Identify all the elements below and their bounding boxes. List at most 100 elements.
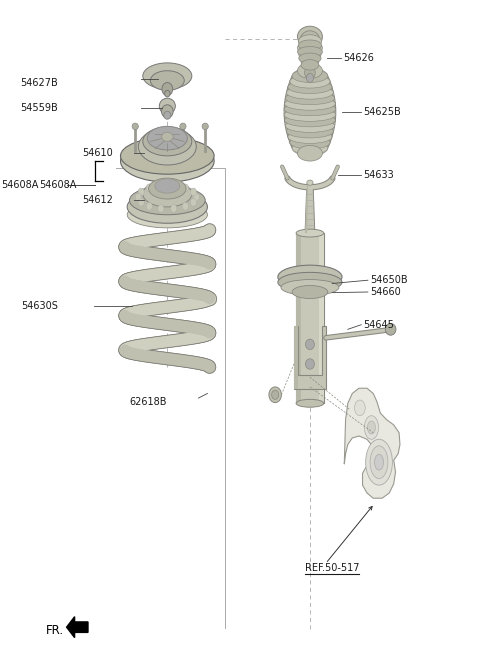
Ellipse shape — [143, 180, 192, 207]
Ellipse shape — [292, 142, 328, 155]
Ellipse shape — [300, 31, 320, 49]
Text: 54645: 54645 — [363, 319, 394, 330]
Text: 54660: 54660 — [370, 287, 401, 297]
Ellipse shape — [305, 359, 314, 369]
Ellipse shape — [306, 73, 313, 83]
Ellipse shape — [158, 205, 164, 213]
Ellipse shape — [120, 138, 214, 174]
Polygon shape — [305, 184, 315, 233]
Ellipse shape — [138, 188, 144, 196]
Ellipse shape — [285, 91, 335, 106]
Ellipse shape — [374, 455, 384, 470]
Text: 54627B: 54627B — [20, 77, 58, 87]
Ellipse shape — [143, 63, 192, 89]
Ellipse shape — [138, 129, 196, 165]
Text: 54608A: 54608A — [39, 180, 76, 190]
Ellipse shape — [301, 60, 319, 70]
Ellipse shape — [305, 339, 314, 350]
Ellipse shape — [290, 136, 330, 149]
Ellipse shape — [158, 182, 164, 190]
Ellipse shape — [367, 421, 375, 434]
Ellipse shape — [285, 119, 335, 133]
Ellipse shape — [305, 66, 315, 79]
Ellipse shape — [299, 48, 321, 61]
Ellipse shape — [285, 113, 336, 127]
Ellipse shape — [143, 127, 192, 156]
Ellipse shape — [171, 182, 177, 190]
Ellipse shape — [132, 123, 138, 130]
Ellipse shape — [281, 279, 339, 295]
Ellipse shape — [364, 416, 379, 440]
Ellipse shape — [269, 387, 281, 403]
Text: 54608A: 54608A — [1, 180, 39, 190]
Polygon shape — [344, 388, 400, 498]
Text: 54610: 54610 — [82, 148, 113, 157]
Ellipse shape — [284, 108, 336, 121]
Ellipse shape — [272, 390, 279, 400]
Text: 54650B: 54650B — [370, 276, 408, 285]
Ellipse shape — [120, 140, 214, 182]
Ellipse shape — [278, 272, 342, 292]
Ellipse shape — [130, 186, 205, 215]
Ellipse shape — [162, 105, 173, 118]
Ellipse shape — [287, 85, 334, 100]
Ellipse shape — [171, 205, 177, 213]
Ellipse shape — [155, 178, 180, 193]
Polygon shape — [294, 327, 326, 388]
Ellipse shape — [287, 125, 334, 138]
Text: 54630S: 54630S — [21, 301, 58, 312]
Ellipse shape — [182, 202, 189, 210]
Ellipse shape — [299, 35, 322, 48]
Ellipse shape — [190, 198, 196, 206]
Ellipse shape — [284, 102, 336, 117]
Text: FR.: FR. — [46, 624, 64, 637]
Ellipse shape — [287, 86, 334, 99]
Ellipse shape — [127, 190, 207, 223]
Ellipse shape — [292, 68, 328, 84]
Text: 54626: 54626 — [343, 52, 374, 62]
Ellipse shape — [127, 201, 207, 228]
Text: 54633: 54633 — [363, 171, 394, 180]
Polygon shape — [296, 233, 301, 403]
Ellipse shape — [193, 193, 199, 201]
Text: 54559B: 54559B — [20, 103, 58, 113]
Ellipse shape — [146, 184, 152, 192]
Ellipse shape — [301, 54, 319, 68]
Ellipse shape — [292, 285, 328, 298]
Polygon shape — [67, 617, 88, 638]
Polygon shape — [319, 233, 324, 403]
Ellipse shape — [385, 323, 396, 335]
Ellipse shape — [135, 193, 142, 201]
Ellipse shape — [285, 96, 336, 112]
Ellipse shape — [290, 134, 330, 150]
Ellipse shape — [146, 202, 152, 210]
Ellipse shape — [298, 63, 323, 79]
Ellipse shape — [138, 198, 144, 206]
Ellipse shape — [290, 75, 330, 88]
Ellipse shape — [287, 123, 334, 139]
Ellipse shape — [285, 92, 335, 105]
Ellipse shape — [296, 400, 324, 407]
Ellipse shape — [288, 79, 332, 95]
Polygon shape — [296, 233, 324, 403]
Text: 54612: 54612 — [82, 195, 113, 205]
Ellipse shape — [149, 178, 186, 199]
Ellipse shape — [288, 131, 332, 144]
Ellipse shape — [164, 112, 171, 119]
Ellipse shape — [190, 188, 196, 196]
Polygon shape — [294, 327, 299, 388]
Ellipse shape — [299, 40, 322, 51]
Ellipse shape — [162, 133, 173, 142]
Ellipse shape — [290, 73, 330, 89]
Ellipse shape — [150, 71, 184, 91]
Ellipse shape — [292, 70, 328, 83]
Ellipse shape — [355, 400, 365, 416]
Ellipse shape — [284, 107, 336, 123]
Text: REF.50-517: REF.50-517 — [305, 564, 360, 573]
Ellipse shape — [162, 83, 173, 96]
Text: 62618B: 62618B — [130, 397, 168, 407]
Ellipse shape — [292, 140, 328, 156]
Ellipse shape — [298, 41, 323, 54]
Ellipse shape — [366, 440, 392, 485]
Ellipse shape — [285, 112, 336, 128]
